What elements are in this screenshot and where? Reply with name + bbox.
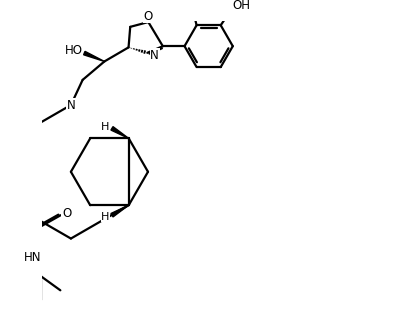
Polygon shape bbox=[84, 52, 105, 62]
Polygon shape bbox=[111, 127, 129, 138]
Text: N: N bbox=[66, 98, 75, 111]
Text: OH: OH bbox=[233, 0, 251, 12]
Polygon shape bbox=[111, 205, 129, 217]
Text: H: H bbox=[101, 212, 110, 222]
Text: H: H bbox=[101, 122, 110, 132]
Text: HN: HN bbox=[24, 251, 41, 264]
Text: HO: HO bbox=[65, 44, 83, 57]
Text: O: O bbox=[62, 207, 71, 220]
Text: O: O bbox=[144, 10, 153, 23]
Text: N: N bbox=[150, 49, 159, 62]
